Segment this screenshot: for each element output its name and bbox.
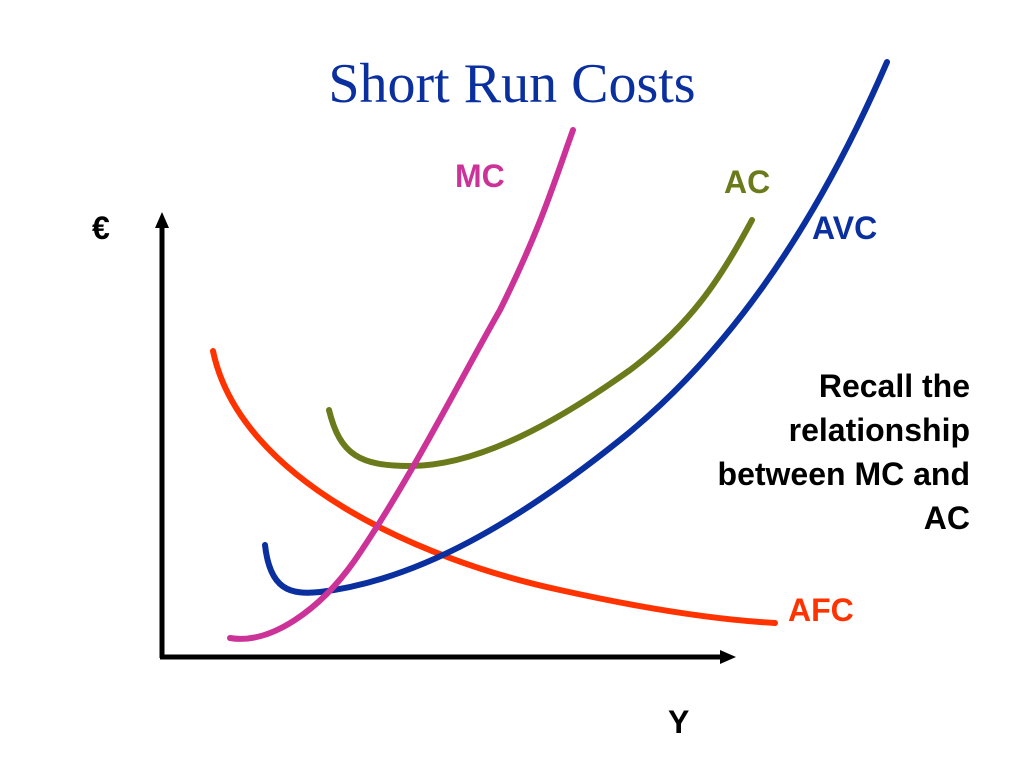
avc-curve (262, 59, 890, 596)
mc-label: MC (455, 158, 505, 194)
mc-curve (227, 127, 576, 642)
afc-curve (210, 348, 778, 626)
avc-label: AVC (812, 210, 878, 246)
x-axis-label: Y (668, 704, 690, 740)
slide-title: Short Run Costs (328, 53, 696, 115)
ac-curve (326, 217, 755, 470)
afc-label: AFC (788, 592, 854, 628)
y-axis-arrowhead (155, 212, 169, 228)
x-axis-arrowhead (720, 650, 736, 664)
recall-note: Recall the relationship between MC and A… (717, 368, 970, 536)
ac-label: AC (724, 164, 771, 200)
y-axis-label: € (92, 210, 110, 246)
